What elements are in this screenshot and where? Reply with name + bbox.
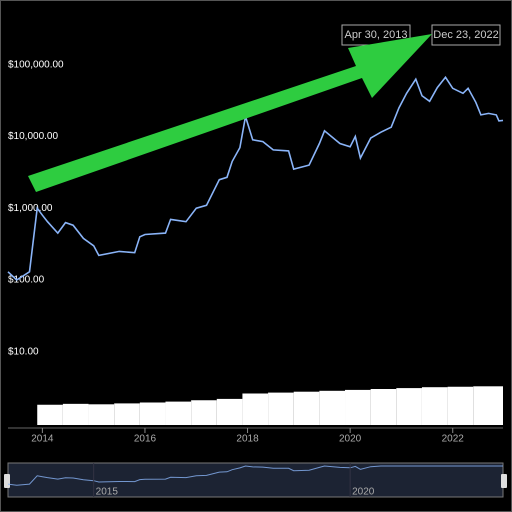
y-tick-label: $100,000.00 [8,59,64,70]
range-end: Dec 23, 2022 [433,29,498,41]
volume-bar [345,389,371,425]
volume-bar [191,400,217,425]
volume-bar [447,386,474,425]
trend-arrow [28,34,432,192]
volume-bar [114,403,140,425]
volume-bar [37,404,63,425]
x-tick-label: 2018 [236,434,259,445]
range-start: Apr 30, 2013 [345,29,408,41]
volume-bar [293,391,320,425]
volume-bar [421,387,448,425]
x-tick-label: 2020 [339,434,362,445]
volume-bar [139,402,166,425]
y-tick-label: $10.00 [8,346,39,357]
x-tick-label: 2014 [31,434,54,445]
volume-bar [370,389,397,425]
volume-bar [88,404,115,425]
volume-bar [473,386,503,425]
y-tick-label: $100.00 [8,275,45,286]
price-line [7,75,504,282]
volume-bar [319,390,346,425]
navigator-line [7,465,503,486]
x-tick-label: 2016 [134,434,157,445]
volume-bar [165,401,192,425]
range-end-box[interactable] [431,24,501,46]
navigator-tick-label: 2015 [96,487,119,498]
volume-bar [396,388,422,425]
volume-bar [216,398,243,425]
navigator-handle[interactable] [4,474,10,488]
y-tick-label: $10,000.00 [8,131,58,142]
volume-bar [242,393,269,425]
y-tick-label: $1,000.00 [8,203,53,214]
navigator-handle[interactable] [501,474,507,488]
volume-bar [62,403,89,425]
navigator-tick-label: 2020 [352,487,375,498]
x-tick-label: 2022 [442,434,465,445]
volume-bar [268,392,294,425]
